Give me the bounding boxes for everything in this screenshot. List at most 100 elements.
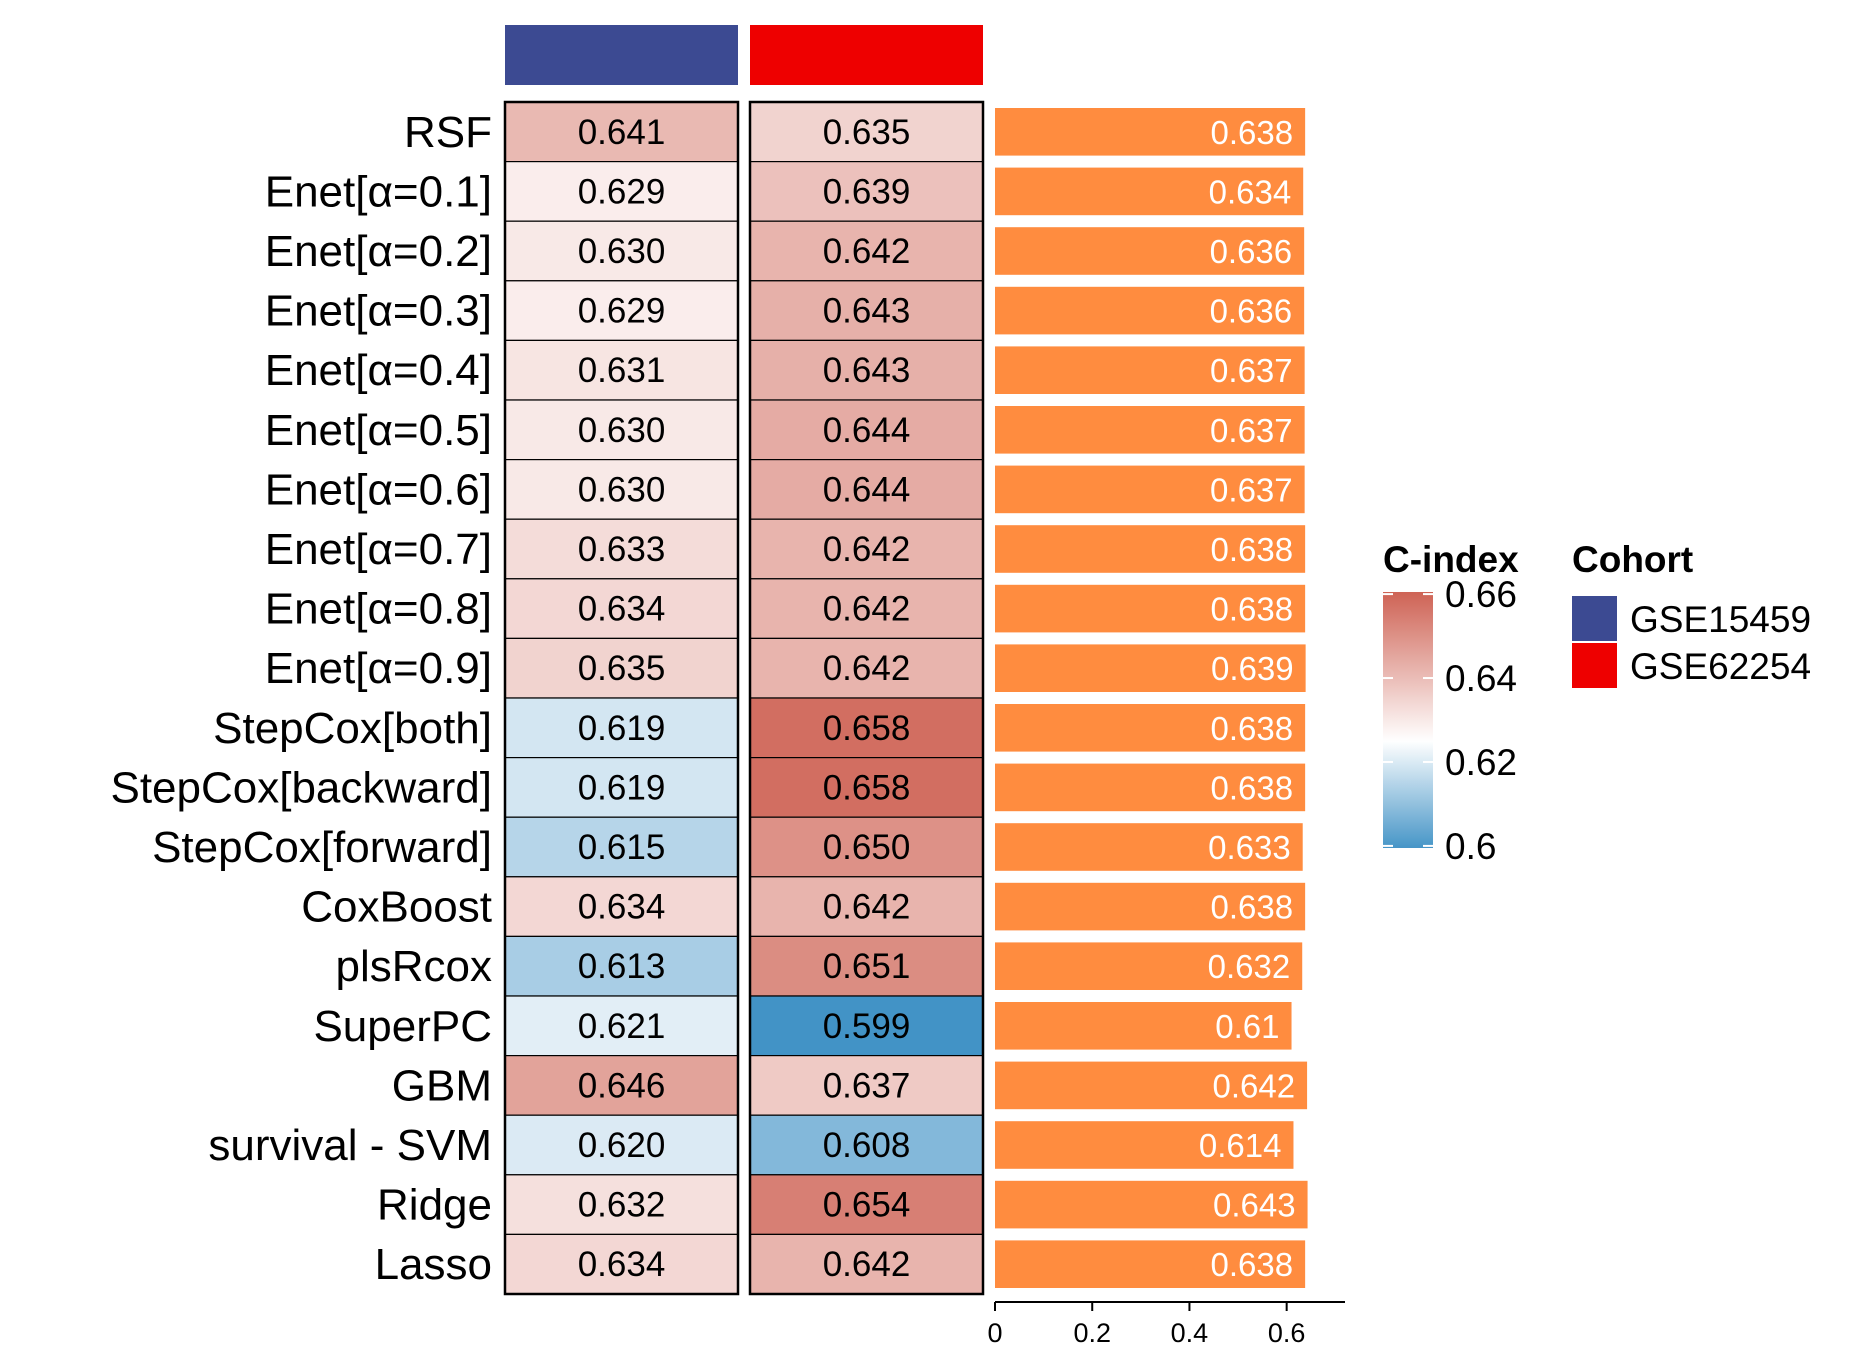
model-label: Enet[α=0.1]: [265, 167, 492, 216]
heatmap-cell: [504, 220, 739, 282]
mean-bar: [995, 406, 1305, 454]
heatmap-cell: [504, 399, 739, 461]
cell-value: 0.635: [578, 649, 666, 688]
mean-bar-label: 0.638: [1211, 710, 1294, 747]
mean-bar: [995, 1061, 1308, 1110]
mean-bar: [995, 108, 1306, 156]
heatmap-cell: [504, 339, 739, 401]
cell-value: 0.634: [578, 1245, 666, 1284]
cell-value: 0.643: [823, 292, 911, 331]
mean-bar: [995, 942, 1303, 990]
bar-axis-tick-label: 0.4: [1171, 1318, 1209, 1348]
cell-value: 0.643: [823, 351, 911, 390]
heatmap-cell: [504, 816, 739, 878]
color-legend-gradient: [1383, 592, 1433, 848]
heatmap-cell: [504, 876, 739, 937]
heatmap-cell: [749, 1233, 984, 1295]
mean-bar-label: 0.614: [1199, 1127, 1282, 1164]
model-label: Enet[α=0.3]: [265, 287, 492, 336]
cell-value: 0.634: [578, 888, 666, 927]
cell-value: 0.642: [823, 232, 911, 271]
mean-bar-label: 0.638: [1211, 531, 1294, 568]
cohort-header-GSE15459: [505, 25, 738, 85]
cell-value: 0.637: [823, 1066, 911, 1105]
cell-value: 0.658: [823, 709, 911, 748]
cohort-legend-swatch: [1572, 643, 1617, 688]
model-label: Enet[α=0.9]: [265, 644, 492, 693]
cohort-legend-label: GSE62254: [1630, 646, 1811, 687]
heatmap-cell: [504, 280, 739, 341]
model-label: CoxBoost: [301, 883, 492, 932]
color-legend-tick-label: 0.62: [1445, 742, 1517, 783]
mean-bar-label: 0.642: [1212, 1067, 1295, 1104]
mean-bar-label: 0.633: [1208, 829, 1291, 866]
model-label: Enet[α=0.2]: [265, 227, 492, 276]
cell-value: 0.621: [578, 1007, 666, 1046]
heatmap-cell: [749, 637, 984, 699]
mean-bar-label: 0.637: [1210, 352, 1293, 389]
column-border: [748, 100, 985, 1296]
cell-value: 0.629: [578, 292, 666, 331]
heatmap-cell: [504, 637, 739, 699]
heatmap-cell: [504, 161, 739, 222]
cell-value: 0.651: [823, 947, 911, 986]
mean-bar: [995, 1180, 1308, 1229]
cell-value: 0.634: [578, 590, 666, 629]
cell-value: 0.658: [823, 768, 911, 807]
cell-value: 0.642: [823, 530, 911, 569]
cohort-header-bars: [505, 25, 983, 85]
heatmap-cell: [749, 161, 984, 222]
model-label: plsRcox: [336, 942, 493, 991]
model-label: Enet[α=0.7]: [265, 525, 492, 574]
mean-bar: [995, 525, 1306, 573]
model-label: SuperPC: [313, 1002, 492, 1051]
mean-bar: [995, 1121, 1294, 1169]
cohort-legend: Cohort GSE15459 GSE62254: [1572, 539, 1811, 688]
heatmap-cell: [504, 756, 739, 818]
bar-axis-tick-label: 0.2: [1073, 1318, 1111, 1348]
model-label: StepCox[backward]: [110, 763, 492, 812]
cell-value: 0.642: [823, 888, 911, 927]
mean-bar: [995, 704, 1306, 752]
mean-bar-label: 0.638: [1211, 889, 1294, 926]
cohort-header-GSE62254: [750, 25, 983, 85]
mean-bar-label: 0.636: [1210, 233, 1293, 270]
mean-bar: [995, 1002, 1292, 1050]
bar-axis-tick-label: 0.6: [1268, 1318, 1306, 1348]
cell-value: 0.630: [578, 232, 666, 271]
column-border: [503, 100, 740, 1296]
cell-value: 0.650: [823, 828, 911, 867]
cell-value: 0.620: [578, 1126, 666, 1165]
mean-bar: [995, 227, 1305, 275]
mean-bar-label: 0.638: [1211, 769, 1294, 806]
model-label: Enet[α=0.6]: [265, 465, 492, 514]
cell-value: 0.619: [578, 768, 666, 807]
mean-bar-label: 0.634: [1209, 173, 1292, 210]
cell-value: 0.654: [823, 1186, 911, 1225]
heatmap-cell: [749, 697, 984, 759]
mean-bar-label: 0.632: [1208, 948, 1291, 985]
color-legend-tick-label: 0.66: [1445, 574, 1517, 615]
color-legend-tick-label: 0.6: [1445, 826, 1496, 867]
cell-value: 0.630: [578, 411, 666, 450]
model-label: survival - SVM: [208, 1121, 492, 1170]
cell-value: 0.635: [823, 113, 911, 152]
model-label: Enet[α=0.4]: [265, 346, 492, 395]
heatmap-cell: [749, 1114, 984, 1176]
color-legend-title: C-index: [1383, 539, 1519, 580]
cell-value: 0.599: [823, 1007, 911, 1046]
model-label: RSF: [404, 108, 492, 157]
cell-value: 0.619: [578, 709, 666, 748]
heatmap-cell: [749, 756, 984, 818]
mean-bar-label: 0.636: [1210, 293, 1293, 330]
cell-value: 0.633: [578, 530, 666, 569]
cell-value: 0.642: [823, 1245, 911, 1284]
cell-value: 0.608: [823, 1126, 911, 1165]
heatmap-cell: [749, 578, 984, 639]
cell-value: 0.629: [578, 172, 666, 211]
heatmap-cells: 0.641 0.629 0.630 0.629 0.631 0.630 0.630 0.633…: [503, 100, 985, 1296]
mean-bar: [995, 882, 1306, 931]
model-label: Enet[α=0.5]: [265, 406, 492, 455]
cell-value: 0.644: [823, 470, 911, 509]
